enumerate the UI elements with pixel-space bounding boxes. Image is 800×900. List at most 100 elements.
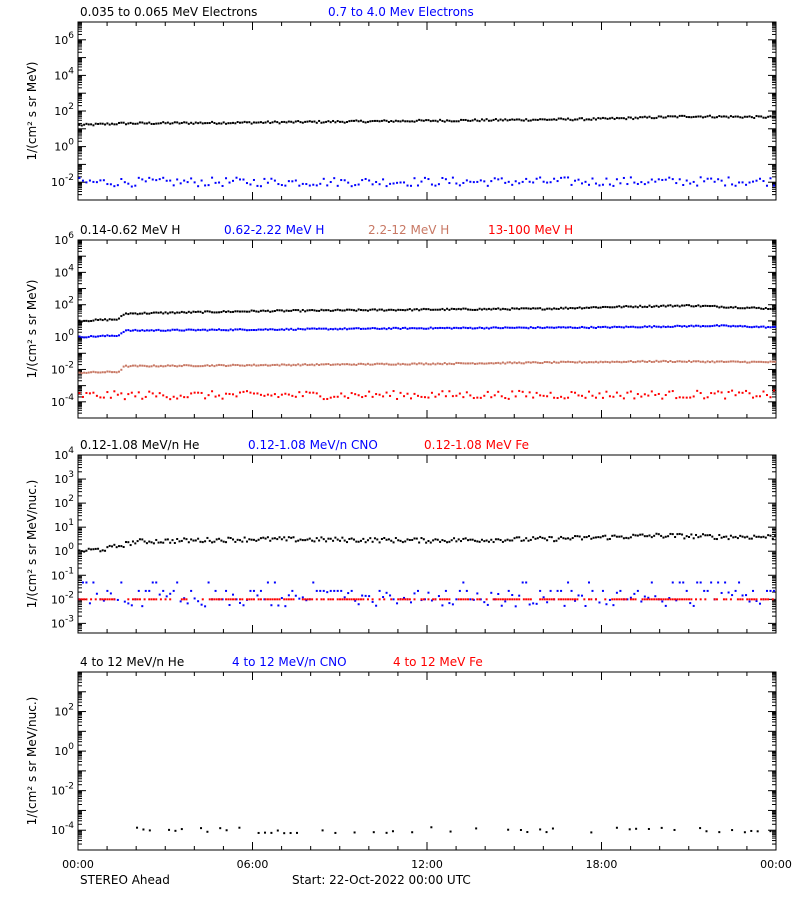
data-point (88, 602, 91, 605)
data-point (702, 325, 705, 328)
data-point (298, 391, 301, 394)
data-point (366, 598, 369, 601)
data-point (277, 604, 280, 607)
data-point (629, 390, 632, 393)
data-point (346, 598, 349, 601)
data-point (315, 363, 318, 366)
data-point (408, 308, 411, 311)
data-point (629, 536, 632, 539)
data-point (183, 179, 186, 182)
data-point (311, 327, 314, 330)
data-point (227, 364, 230, 367)
data-point (529, 598, 532, 601)
y-tick-mantissa: 10 (54, 745, 68, 758)
data-point (101, 122, 104, 125)
data-point (285, 598, 288, 601)
data-point (636, 306, 639, 309)
data-point (164, 598, 167, 601)
data-point (511, 390, 514, 393)
data-point (334, 121, 337, 124)
data-point (311, 598, 314, 601)
data-point (179, 394, 182, 397)
data-point (469, 598, 472, 601)
data-point (541, 598, 544, 601)
data-point (194, 365, 197, 368)
data-point (127, 365, 130, 368)
data-point (528, 180, 531, 183)
data-point (574, 307, 577, 310)
data-point (106, 319, 109, 322)
data-point (647, 394, 650, 397)
data-point (162, 176, 165, 179)
data-point (334, 363, 337, 366)
data-point (727, 591, 730, 594)
data-point (214, 395, 217, 398)
data-point (706, 534, 709, 537)
data-point (492, 362, 495, 365)
data-point (555, 307, 558, 310)
data-point (273, 581, 276, 584)
data-point (541, 308, 544, 311)
data-point (760, 536, 763, 539)
data-point (207, 184, 210, 187)
data-point (436, 120, 439, 123)
data-point (392, 390, 395, 393)
data-point (238, 178, 241, 181)
y-tick-exponent: -2 (65, 590, 74, 600)
data-point (162, 365, 165, 368)
data-point (750, 306, 753, 309)
data-point (765, 394, 768, 397)
data-point (215, 328, 218, 331)
data-point (618, 535, 621, 538)
data-point (577, 594, 580, 597)
data-point (263, 394, 266, 397)
data-point (654, 393, 657, 396)
data-point (569, 538, 572, 541)
y-axis-title: 1/(cm² s sr MeV) (25, 62, 39, 161)
data-point (692, 325, 695, 328)
data-point (576, 535, 579, 538)
data-point (507, 589, 510, 592)
data-point (641, 326, 644, 329)
data-point (276, 598, 279, 601)
data-point (124, 541, 127, 544)
data-point (636, 393, 639, 396)
series-blue (78, 581, 775, 608)
data-point (671, 390, 674, 393)
data-point (648, 115, 651, 118)
data-point (150, 122, 153, 125)
data-point (80, 550, 83, 553)
data-point (597, 306, 600, 309)
data-point (339, 120, 342, 123)
data-point (173, 121, 176, 124)
data-point (615, 360, 618, 363)
data-point (750, 116, 753, 119)
data-point (206, 329, 209, 332)
data-point (542, 596, 545, 599)
data-point (155, 179, 158, 182)
data-point (485, 118, 488, 121)
data-point (215, 122, 218, 125)
data-point (313, 364, 316, 367)
data-point (385, 538, 388, 541)
data-point (583, 598, 586, 601)
data-point (373, 308, 376, 311)
data-point (522, 598, 525, 601)
data-point (741, 535, 744, 538)
data-point (180, 121, 183, 124)
data-point (305, 390, 308, 393)
data-point (741, 181, 744, 184)
data-point (339, 363, 342, 366)
data-point (108, 334, 111, 337)
data-point (689, 182, 692, 185)
data-point (548, 118, 551, 121)
data-point (304, 310, 307, 313)
data-point (312, 581, 315, 584)
data-point (108, 544, 111, 547)
data-point (615, 116, 618, 119)
data-point (613, 306, 616, 309)
data-point (648, 534, 651, 537)
data-point (357, 394, 360, 397)
data-point (655, 359, 658, 362)
data-point (562, 118, 565, 121)
